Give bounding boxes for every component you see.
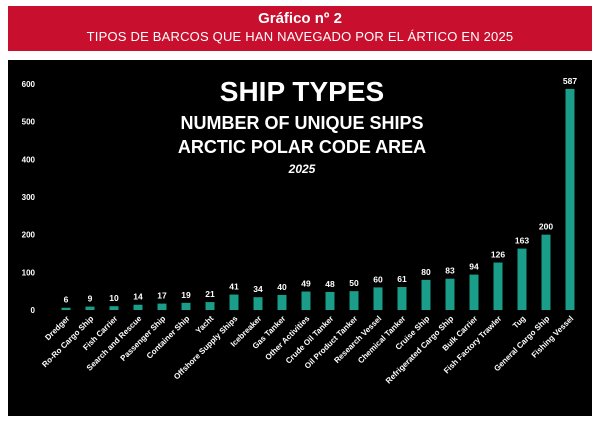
- bar: [229, 294, 239, 310]
- y-tick-label: 0: [31, 306, 36, 315]
- bar: [493, 262, 503, 310]
- chart-subtitle-line-2: ARCTIC POLAR CODE AREA: [178, 137, 426, 157]
- bar: [541, 234, 551, 310]
- chart-panel: SHIP TYPES NUMBER OF UNIQUE SHIPS ARCTIC…: [8, 60, 592, 416]
- x-category-label: Container Ship: [145, 314, 192, 361]
- y-tick-label: 200: [22, 231, 36, 240]
- bar: [205, 302, 215, 310]
- bars: [61, 88, 575, 310]
- chart-year: 2025: [288, 162, 316, 176]
- bar-value-label: 83: [445, 266, 455, 276]
- bar: [109, 306, 119, 310]
- figure-caption: TIPOS DE BARCOS QUE HAN NAVEGADO POR EL …: [86, 29, 514, 44]
- chart-subtitle-line-1: NUMBER OF UNIQUE SHIPS: [180, 113, 423, 133]
- bar: [133, 304, 143, 310]
- bar-value-label: 50: [349, 278, 359, 288]
- bar-value-label: 41: [229, 282, 239, 292]
- bar: [397, 287, 407, 310]
- x-category-label: Tug: [511, 314, 527, 330]
- bar-value-label: 21: [205, 289, 215, 299]
- bar-value-label: 19: [181, 290, 191, 300]
- bar-value-label: 49: [301, 279, 311, 289]
- bar: [301, 291, 311, 310]
- bar-value-label: 34: [253, 284, 263, 294]
- bar: [325, 291, 335, 310]
- bar-value-label: 587: [563, 76, 577, 86]
- bar: [85, 306, 95, 310]
- bar-value-label: 10: [109, 293, 119, 303]
- bar-value-label: 61: [397, 274, 407, 284]
- bar: [421, 279, 431, 310]
- value-labels: 6 9 10 14 17 19 21 41 34 40 49 48 50 60 61 80 83 94 126 163…: [64, 76, 578, 305]
- bar: [253, 297, 263, 310]
- y-tick-label: 600: [22, 80, 36, 89]
- bar-value-label: 14: [133, 292, 143, 302]
- x-category-label: Yacht: [194, 314, 216, 336]
- bar: [469, 274, 479, 310]
- bar: [445, 278, 455, 310]
- y-tick-label: 400: [22, 155, 36, 164]
- bar: [157, 303, 167, 310]
- bar: [61, 307, 71, 310]
- y-tick-label: 100: [22, 268, 36, 277]
- bar: [565, 88, 575, 310]
- bar: [517, 248, 527, 310]
- bar-value-label: 94: [469, 262, 479, 272]
- bar: [277, 294, 287, 310]
- y-tick-label: 300: [22, 193, 36, 202]
- bar-value-label: 60: [373, 274, 383, 284]
- bar-value-label: 17: [157, 291, 167, 301]
- bar-chart: SHIP TYPES NUMBER OF UNIQUE SHIPS ARCTIC…: [22, 76, 578, 386]
- bar-value-label: 80: [421, 267, 431, 277]
- bar-value-label: 9: [88, 294, 93, 304]
- bar-value-label: 6: [64, 295, 69, 305]
- bar-value-label: 48: [325, 279, 335, 289]
- bar-value-label: 40: [277, 282, 287, 292]
- bar: [373, 287, 383, 310]
- x-category-label: Fishing Vessel: [530, 314, 576, 360]
- bar-value-label: 200: [539, 222, 553, 232]
- figure-number: Gráfico nº 2: [258, 10, 342, 27]
- bar-value-label: 163: [515, 236, 529, 246]
- chart-header-banner: Gráfico nº 2 TIPOS DE BARCOS QUE HAN NAV…: [8, 6, 592, 51]
- y-tick-label: 500: [22, 118, 36, 127]
- chart-title: SHIP TYPES: [220, 76, 384, 107]
- bar-value-label: 126: [491, 250, 505, 260]
- bar: [349, 291, 359, 310]
- bar: [181, 302, 191, 310]
- y-axis: 0 100 200 300 400 500 600: [22, 80, 36, 315]
